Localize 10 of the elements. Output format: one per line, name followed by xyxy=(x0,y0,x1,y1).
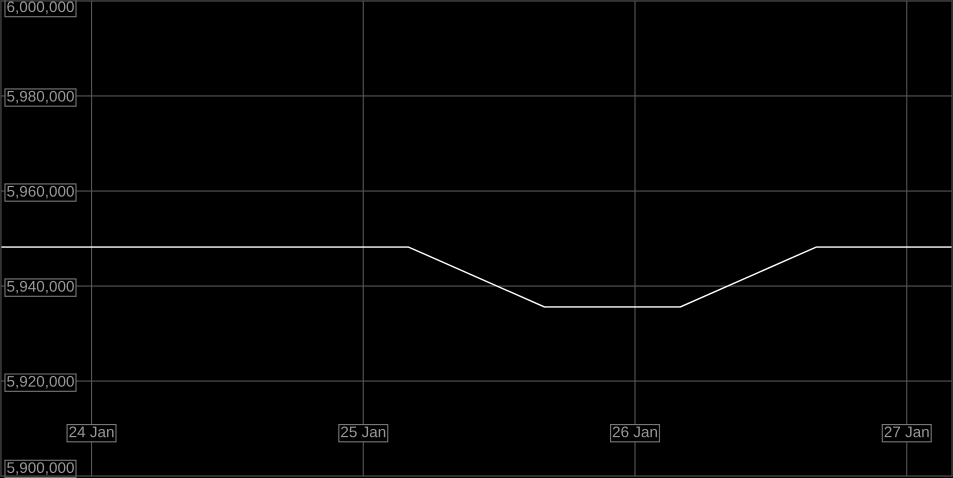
x-tick-label: 27 Jan xyxy=(884,426,929,438)
x-tick-label: 24 Jan xyxy=(69,426,114,438)
y-tick-label: 5,980,000 xyxy=(7,90,74,104)
x-tick-label: 26 Jan xyxy=(612,426,657,438)
y-tick-label: 6,000,000 xyxy=(7,1,74,14)
y-tick-label: 5,900,000 xyxy=(7,462,74,475)
x-tick-label: 25 Jan xyxy=(341,426,386,438)
y-tick-label: 5,920,000 xyxy=(7,376,74,389)
y-tick-label: 5,960,000 xyxy=(7,186,74,198)
y-tick-label: 5,940,000 xyxy=(7,280,74,294)
